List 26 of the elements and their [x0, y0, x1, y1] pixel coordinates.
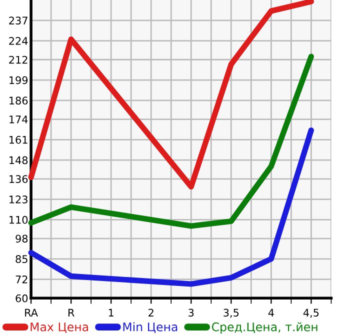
- y-tick-label: 123: [10, 196, 28, 204]
- y-tick-label: 136: [10, 175, 28, 183]
- y-tick-label: 237: [9, 16, 28, 25]
- y-tick-label: 148: [10, 156, 28, 164]
- x-tick-label: 3,5: [224, 308, 239, 318]
- y-tick-label: 98: [16, 234, 28, 243]
- legend-label: Max Цена: [30, 322, 88, 334]
- y-tick-label: 161: [10, 136, 28, 144]
- y-tick-label: 199: [10, 76, 28, 84]
- legend-label: Сред.Цена, т.йен: [212, 322, 318, 334]
- y-tick-label: 110: [10, 216, 28, 224]
- x-tick-label: 4,5: [303, 308, 319, 318]
- x-tick-label: 3: [188, 308, 194, 317]
- x-tick-label: R: [68, 308, 74, 316]
- x-tick-label: 2: [148, 308, 154, 316]
- x-tick-label: 4: [268, 308, 274, 316]
- y-tick-label: 72: [16, 276, 28, 284]
- y-tick-label: 60: [16, 294, 28, 302]
- x-tick-label: 1: [108, 308, 114, 316]
- legend-label: Min Цена: [123, 322, 178, 334]
- y-tick-label: 85: [16, 255, 28, 264]
- x-tick-label: RA: [25, 308, 38, 316]
- y-tick-label: 174: [10, 116, 28, 124]
- y-tick-label: 186: [10, 96, 28, 105]
- y-tick-label: 212: [9, 56, 28, 64]
- y-tick-label: 224: [9, 37, 28, 45]
